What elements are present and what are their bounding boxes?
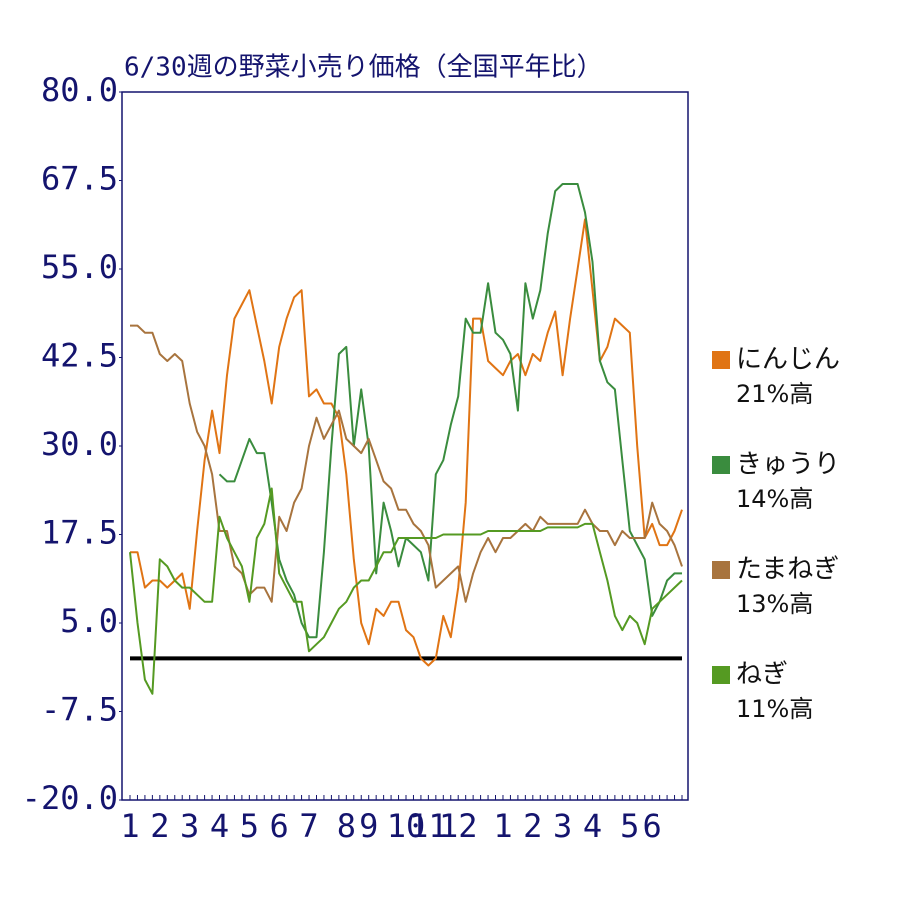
x-tick-label: 11 xyxy=(409,807,448,845)
x-tick-label: 3 xyxy=(180,807,199,845)
chart-title: 6/30週の野菜小売り価格（全国平年比） xyxy=(124,53,603,83)
x-tick-label: 2 xyxy=(523,807,542,845)
y-tick-label: 5.0 xyxy=(60,602,118,640)
x-tick-label: 4 xyxy=(583,807,602,845)
x-tick-label: 8 xyxy=(337,807,356,845)
y-tick-label: -20.0 xyxy=(22,779,118,817)
y-tick-label: 42.5 xyxy=(41,337,118,375)
series-line xyxy=(130,324,683,603)
y-tick-label: 30.0 xyxy=(41,425,118,463)
y-tick-label: 80.0 xyxy=(41,71,118,109)
x-tick-label: 5 xyxy=(240,807,259,845)
x-tick-label: 1 xyxy=(493,807,512,845)
legend-swatch xyxy=(712,666,730,684)
x-tick-label: 7 xyxy=(299,807,318,845)
y-tick-label: 55.0 xyxy=(41,248,118,286)
x-tick-label: 2 xyxy=(150,807,169,845)
x-tick-label: 6 xyxy=(270,807,289,845)
legend-note: 11%高 xyxy=(736,695,813,723)
x-tick-label: 4 xyxy=(210,807,229,845)
series-line xyxy=(130,218,683,667)
legend-label: たまねぎ xyxy=(736,555,839,585)
legend-note: 14%高 xyxy=(736,485,813,513)
series-line xyxy=(218,183,682,639)
x-tick-label: 6 xyxy=(643,807,662,845)
legend-label: にんじん xyxy=(736,345,840,375)
x-tick-label: 5 xyxy=(620,807,639,845)
legend-note: 13%高 xyxy=(736,590,813,618)
legend-label: きゅうり xyxy=(736,450,840,480)
x-tick-label: 3 xyxy=(553,807,572,845)
legend-label: ねぎ xyxy=(736,660,788,690)
y-tick-label: 17.5 xyxy=(41,514,118,552)
legend-swatch xyxy=(712,351,730,369)
y-tick-label: 67.5 xyxy=(41,160,118,198)
legend-swatch xyxy=(712,456,730,474)
x-tick-label: 10 xyxy=(387,807,426,845)
y-tick-label: -7.5 xyxy=(41,691,118,729)
x-tick-label: 9 xyxy=(359,807,378,845)
legend-note: 21%高 xyxy=(736,380,813,408)
x-tick-label: 12 xyxy=(439,807,478,845)
x-tick-label: 1 xyxy=(120,807,139,845)
series-line xyxy=(129,487,683,695)
legend-swatch xyxy=(712,561,730,579)
